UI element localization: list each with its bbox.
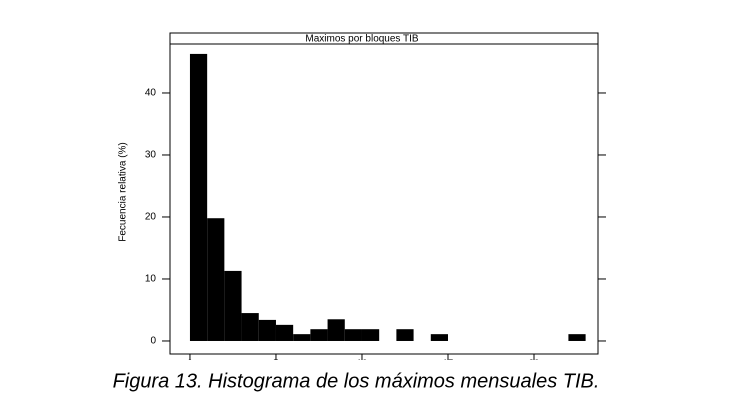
x-tick-label: 0 <box>187 359 193 370</box>
y-axis-label: Fecuencia relativa (%) <box>118 142 129 241</box>
chart-title: Maximos por bloques TIB <box>305 34 419 45</box>
y-tick-label: 0 <box>150 336 156 347</box>
x-tick-labels: 0 5 10 15 20 <box>187 359 540 370</box>
bar <box>258 319 276 341</box>
bar <box>396 329 414 341</box>
x-tick-label: 10 <box>356 359 368 370</box>
bar <box>224 270 242 341</box>
y-tick-label: 30 <box>145 150 157 161</box>
bar <box>344 329 362 341</box>
y-tick-label: 10 <box>145 274 157 285</box>
bar <box>275 324 294 341</box>
bar <box>361 329 380 341</box>
bar <box>327 319 345 341</box>
bar <box>189 53 208 341</box>
x-tick-label: 15 <box>442 359 454 370</box>
bar <box>241 313 259 341</box>
x-tick-label: 20 <box>528 359 540 370</box>
y-tick-label: 20 <box>145 212 157 223</box>
caption: Figura 13. Histograma de los máximos men… <box>113 370 600 392</box>
bar <box>293 334 311 341</box>
bar <box>568 334 586 341</box>
bar <box>207 218 225 341</box>
bar <box>310 329 328 341</box>
y-tick-label: 40 <box>145 88 157 99</box>
bar <box>430 334 448 341</box>
x-tick-label: 5 <box>273 359 279 370</box>
plot-frame <box>169 32 599 355</box>
